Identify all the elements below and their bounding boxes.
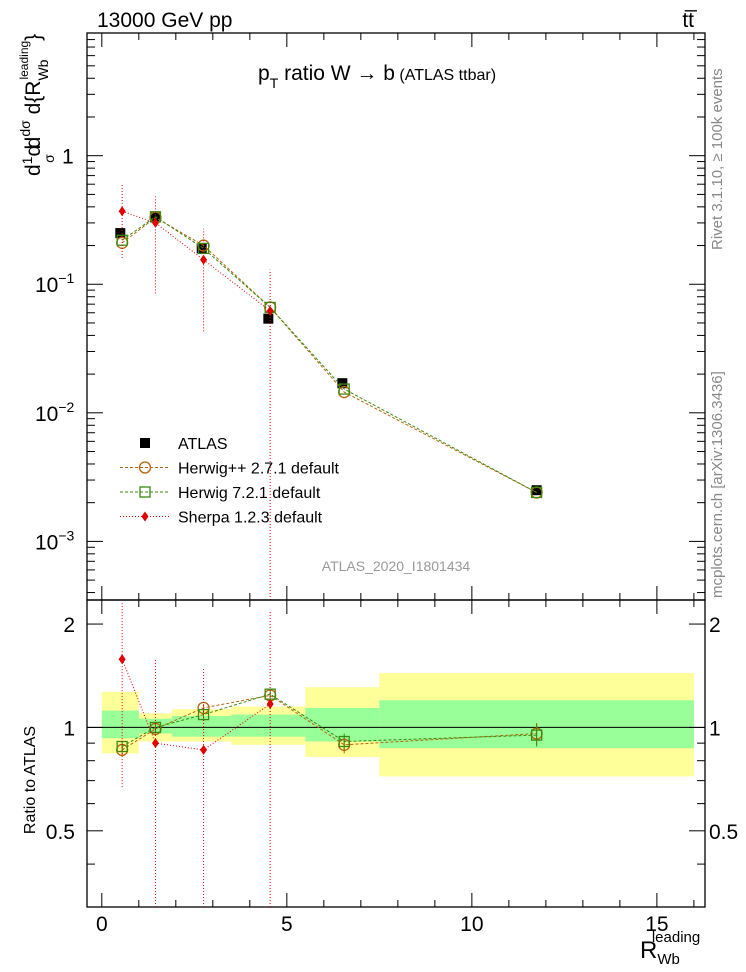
x-tick-label-0: 0 (96, 913, 108, 936)
legend-label-sherpa: Sherpa 1.2.3 default (178, 510, 323, 527)
ratio-marker-herwig7-4 (338, 735, 350, 748)
ratio-y-tick-label-left: 0.5 (46, 821, 75, 844)
ratio-band-green-0 (101, 710, 139, 739)
ratio-marker-sherpa-1 (151, 738, 159, 749)
ratio-marker-sherpa-2 (200, 744, 208, 755)
main-marker-herwig7-5 (530, 486, 543, 499)
main-line-herwig7 (121, 216, 537, 493)
legend-marker-sherpa (141, 511, 149, 522)
x-axis-label-main: R (640, 937, 657, 964)
main-y-tick-label-0: 1 (62, 146, 74, 169)
ratio-marker-herwig7-5 (530, 729, 543, 741)
main-marker-data-3 (263, 313, 274, 324)
ratio-marker-herwig7-2 (197, 708, 210, 721)
main-y-tick-label-3: 10−3 (35, 527, 75, 554)
legend-label-herwig7: Herwig 7.2.1 default (178, 485, 321, 502)
main-marker-data-0 (115, 228, 126, 239)
main-marker-sherpa-2 (200, 254, 208, 265)
ratio-marker-sherpa-0 (118, 654, 126, 665)
y-axis-label-ratio: Ratio to ATLAS (22, 726, 39, 834)
y-axis-label-main: d1dσ ddσ d{RWbleading} (17, 34, 57, 176)
legend: ATLAS Herwig++ 2.7.1 default Herwig 7.2.1 … (120, 436, 340, 527)
main-panel: 1 10−1 10−2 10−3 (35, 32, 706, 601)
ratio-line-sherpa (121, 659, 271, 751)
main-line-herwigpp (121, 216, 537, 493)
x-tick-label-10: 10 (460, 913, 483, 936)
plot-title: pT ratio W → b (ATLAS ttbar) (258, 62, 496, 91)
legend-marker-data (140, 438, 150, 448)
main-marker-sherpa-3 (266, 305, 274, 316)
main-marker-data-4 (337, 378, 348, 389)
main-y-tick-label-2: 10−2 (35, 399, 75, 426)
main-marker-sherpa-1 (151, 217, 159, 228)
mcplots-side-label: mcplots.cern.ch [arXiv:1306.3436] (709, 371, 726, 598)
ratio-band-green-2 (172, 715, 232, 737)
plot-title-rest: ratio W → b (278, 62, 395, 85)
legend-label-herwigpp: Herwig++ 2.7.1 default (178, 461, 340, 478)
ratio-band-green-3 (231, 714, 306, 737)
x-axis-label-sub: Wb (657, 951, 680, 968)
ratio-y-tick-label-right: 1 (709, 717, 721, 740)
ratio-marker-sherpa-3 (266, 699, 274, 710)
header-right-label: tt̅ (682, 9, 698, 32)
x-tick-label-15: 15 (645, 913, 668, 936)
ratio-panel: 0 5 10 15 0.5 0.5 1 1 2 2 (46, 599, 738, 936)
x-axis-label: RWb leading (640, 929, 700, 968)
rivet-side-label: Rivet 3.1.10, ≥ 100k events (709, 68, 726, 250)
plot-title-main: p (258, 62, 270, 85)
main-marker-herwig7-4 (338, 383, 350, 395)
ratio-y-tick-label-left: 2 (63, 614, 75, 637)
header-left-label: 13000 GeV pp (97, 9, 232, 32)
main-marker-data-2 (196, 243, 207, 254)
analysis-watermark: ATLAS_2020_I1801434 (322, 558, 471, 574)
legend-marker-herwig7 (139, 486, 151, 498)
main-y-tick-label-1: 10−1 (35, 270, 75, 297)
legend-marker-herwigpp (138, 461, 152, 474)
x-tick-label-5: 5 (281, 913, 293, 936)
x-axis-label-sup: leading (652, 929, 700, 946)
ratio-y-tick-label-right: 0.5 (709, 821, 738, 844)
plot-title-sub: T (270, 75, 279, 91)
legend-label-data: ATLAS (178, 436, 228, 453)
ratio-y-tick-label-left: 1 (63, 717, 75, 740)
main-marker-data-5 (531, 485, 542, 496)
ratio-frame (86, 599, 706, 908)
ratio-y-tick-label-right: 2 (709, 614, 721, 637)
main-marker-sherpa-0 (118, 206, 126, 217)
plot-title-small: (ATLAS ttbar) (395, 67, 496, 84)
